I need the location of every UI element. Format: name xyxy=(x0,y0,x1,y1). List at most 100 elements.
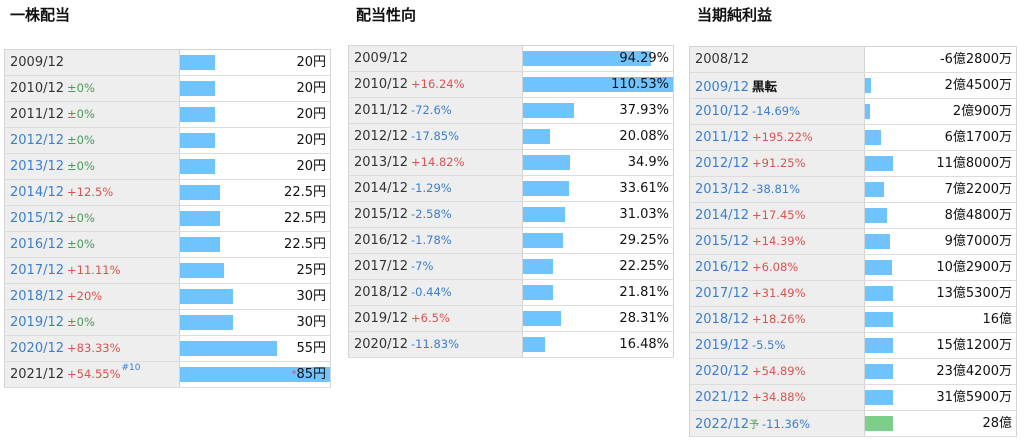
value-bar xyxy=(180,263,224,278)
year-link[interactable]: 2021/12 xyxy=(695,390,750,405)
value-bar xyxy=(865,156,893,171)
value-bar xyxy=(865,338,893,353)
change-rate: -1.78% xyxy=(411,233,452,247)
year-link[interactable]: 2013/12 xyxy=(10,159,65,174)
table-row: 2010/12 ±0% 20円 xyxy=(4,75,331,102)
value-text: 30円 xyxy=(296,310,326,335)
row-label: 2010/12 +16.24% xyxy=(348,71,523,98)
value-label: 21.81% xyxy=(619,285,669,300)
row-value: 28億 xyxy=(864,410,1017,437)
value-label: 31.03% xyxy=(619,207,669,222)
value-label: 33.61% xyxy=(619,181,669,196)
row-label: 2020/12 +54.89% xyxy=(689,358,865,385)
value-bar xyxy=(180,133,215,148)
change-rate: ±0% xyxy=(67,315,95,329)
row-value: 2億4500万 xyxy=(864,72,1017,99)
value-label: 30円 xyxy=(296,315,326,330)
value-bar xyxy=(180,107,215,122)
value-text: 22.5円 xyxy=(284,180,326,205)
value-bar xyxy=(523,77,673,92)
value-bar xyxy=(523,207,565,222)
change-rate: +6.5% xyxy=(411,311,450,325)
value-bar xyxy=(865,312,893,327)
table-row: 2014/12 +12.5% 22.5円 xyxy=(4,179,331,206)
year-link[interactable]: 2019/12 xyxy=(695,338,750,353)
row-label: 2019/12 ±0% xyxy=(4,309,180,336)
row-value: 8億4800万 xyxy=(864,202,1017,229)
value-label: 16億 xyxy=(982,312,1012,327)
table-row: 2018/12 +20% 30円 xyxy=(4,283,331,310)
row-value: 10億2900万 xyxy=(864,254,1017,281)
change-rate: +6.08% xyxy=(752,260,799,274)
value-text: 25円 xyxy=(296,258,326,283)
row-label: 2012/12 +91.25% xyxy=(689,150,865,177)
row-value: 110.53% xyxy=(522,71,674,98)
table-row: 2017/12 +31.49% 13億5300万 xyxy=(689,280,1017,307)
year-link[interactable]: 2020/12 xyxy=(10,341,65,356)
year-label: 2010/12 xyxy=(10,81,65,96)
table-row: 2011/12 -72.6% 37.93% xyxy=(348,97,674,124)
year-link[interactable]: 2010/12 xyxy=(695,104,750,119)
value-text: 21.81% xyxy=(619,280,669,305)
value-bar xyxy=(523,311,561,326)
value-label: 20円 xyxy=(296,81,326,96)
year-link[interactable]: 2014/12 xyxy=(10,185,65,200)
year-link[interactable]: 2018/12 xyxy=(10,289,65,304)
row-value: 37.93% xyxy=(522,97,674,124)
row-label: 2015/12 ±0% xyxy=(4,205,180,232)
row-label: 2015/12 -2.58% xyxy=(348,201,523,228)
year-link[interactable]: 2014/12 xyxy=(695,208,750,223)
row-label: 2016/12 ±0% xyxy=(4,231,180,258)
table-row: 2018/12 +18.26% 16億 xyxy=(689,306,1017,333)
table-row: 2016/12 ±0% 22.5円 xyxy=(4,231,331,258)
year-link[interactable]: 2015/12 xyxy=(10,211,65,226)
value-label: 20円 xyxy=(296,159,326,174)
year-link[interactable]: 2020/12 xyxy=(695,364,750,379)
row-value: 20円 xyxy=(179,101,331,128)
table-row: 2013/12 ±0% 20円 xyxy=(4,153,331,180)
value-label: 20.08% xyxy=(619,129,669,144)
year-link[interactable]: 2019/12 xyxy=(10,315,65,330)
row-value: 20円 xyxy=(179,49,331,76)
row-value: 6億1700万 xyxy=(864,124,1017,151)
year-link[interactable]: 2016/12 xyxy=(10,237,65,252)
value-text: 94.29% xyxy=(619,46,669,71)
row-value: 34.9% xyxy=(522,149,674,176)
row-label: 2013/12 -38.81% xyxy=(689,176,865,203)
year-link[interactable]: 2018/12 xyxy=(695,312,750,327)
row-value: 20円 xyxy=(179,75,331,102)
value-bar xyxy=(865,234,890,249)
year-link[interactable]: 2017/12 xyxy=(10,263,65,278)
value-label: 7億2200万 xyxy=(944,182,1012,197)
row-value: *85円 xyxy=(179,361,331,388)
value-bar xyxy=(180,341,277,356)
year-link[interactable]: 2011/12 xyxy=(695,130,750,145)
change-rate: +18.26% xyxy=(752,312,806,326)
value-label: 30円 xyxy=(296,289,326,304)
footnote-link[interactable]: #10 xyxy=(121,363,141,373)
value-bar xyxy=(180,367,330,382)
row-label: 2016/12 +6.08% xyxy=(689,254,865,281)
table-row: 2013/12 +14.82% 34.9% xyxy=(348,149,674,176)
value-bar xyxy=(180,185,220,200)
year-link[interactable]: 2012/12 xyxy=(10,133,65,148)
year-link[interactable]: 2013/12 xyxy=(695,182,750,197)
year-link[interactable]: 2012/12 xyxy=(695,156,750,171)
table-row: 2010/12 -14.69% 2億900万 xyxy=(689,98,1017,125)
table-row: 2014/12 -1.29% 33.61% xyxy=(348,175,674,202)
year-link[interactable]: 2016/12 xyxy=(695,260,750,275)
table-row: 2010/12 +16.24% 110.53% xyxy=(348,71,674,98)
year-label: 2012/12 xyxy=(354,129,409,144)
year-link[interactable]: 2009/12 xyxy=(695,80,750,95)
table-row: 2021/12 +54.55%#10 *85円 xyxy=(4,361,331,388)
change-rate: +195.22% xyxy=(752,130,813,144)
year-link[interactable]: 2015/12 xyxy=(695,234,750,249)
year-link[interactable]: 2022/12 xyxy=(695,416,750,432)
table-row: 2008/12 -6億2800万 xyxy=(689,46,1017,73)
value-text: 20円 xyxy=(296,128,326,153)
row-label: 2017/12 -7% xyxy=(348,253,523,280)
value-text: 2億900万 xyxy=(953,99,1012,124)
value-text: 28.31% xyxy=(619,306,669,331)
year-link[interactable]: 2017/12 xyxy=(695,286,750,301)
value-text: 16.48% xyxy=(619,332,669,357)
